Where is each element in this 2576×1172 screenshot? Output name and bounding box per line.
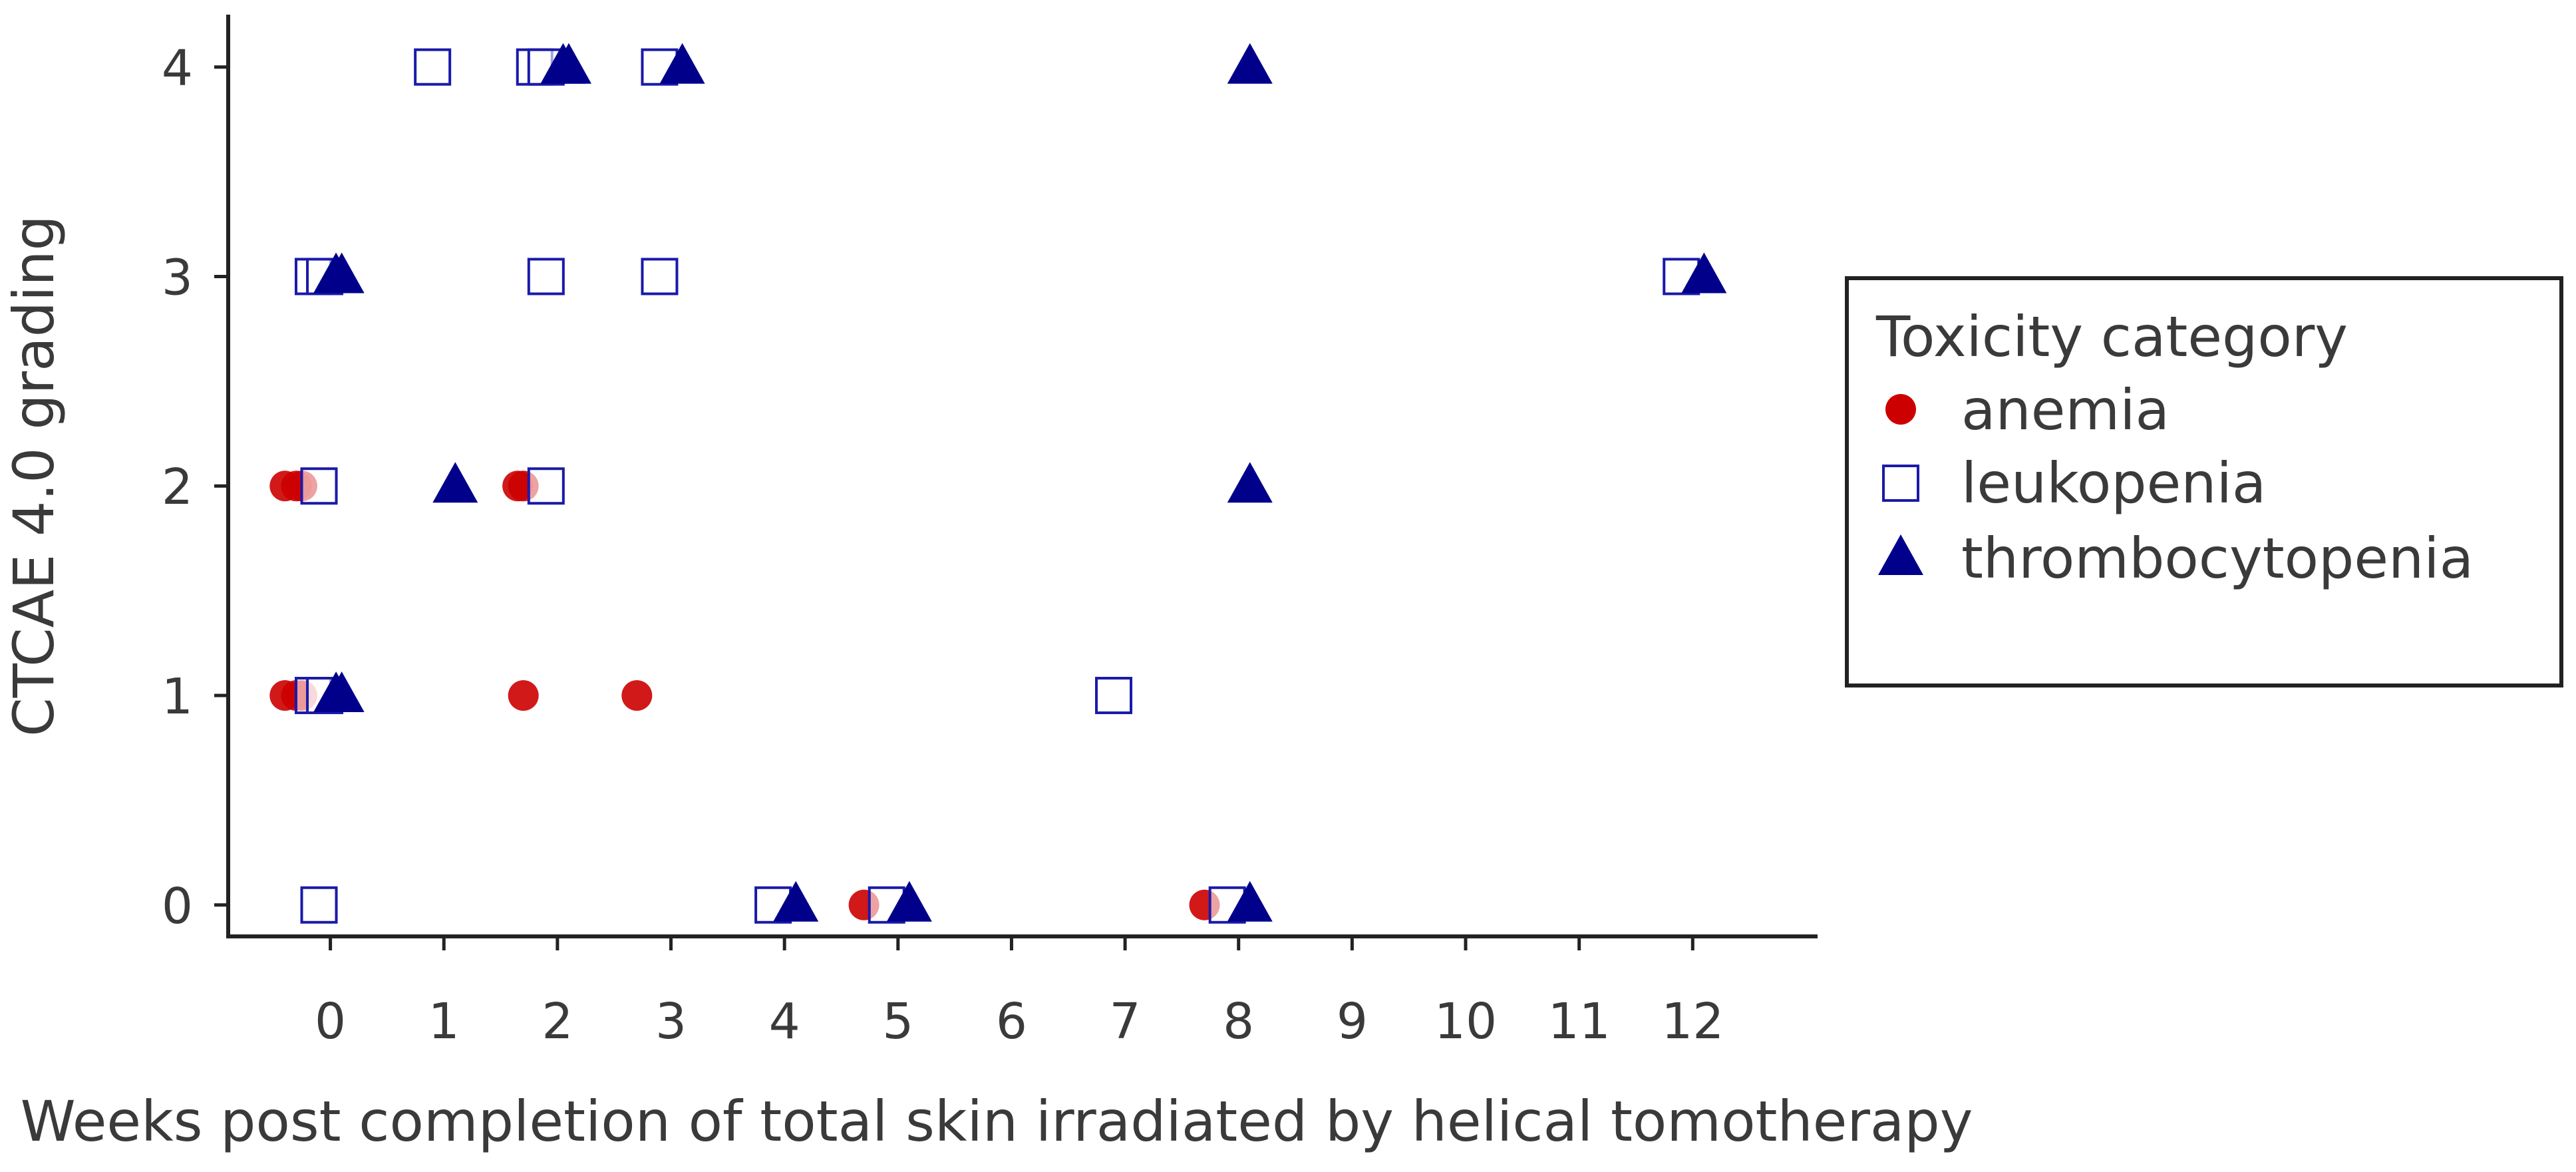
x-tick-label: 6 [996,993,1027,1050]
leukopenia-point [1095,677,1133,715]
legend-title: Toxicity category [1875,304,2348,369]
legend-leukopenia-marker [1882,465,1919,502]
anemia-point [508,680,539,711]
leukopenia-point [414,48,452,86]
leukopenia-point [300,467,338,505]
thrombocytopenia-point [659,43,705,84]
x-tick-label: 4 [769,993,800,1050]
legend-leukopenia-label: leukopenia [1961,451,2266,516]
x-tick-label: 2 [542,993,573,1050]
leukopenia-point [641,258,679,295]
leukopenia-point [527,467,565,505]
x-tick-label: 8 [1223,993,1254,1050]
x-tick-label: 9 [1337,993,1368,1050]
y-tick-label: 3 [162,249,193,306]
y-tick-label: 2 [162,459,193,516]
x-tick-label: 7 [1110,993,1141,1050]
legend-box [1845,276,2563,687]
anemia-point [621,680,653,711]
y-axis-label: CTCAE 4.0 grading [1,215,67,737]
x-tick-label: 3 [655,993,687,1050]
x-tick-label: 11 [1548,993,1611,1050]
y-tick-label: 4 [162,40,193,97]
x-tick-label: 0 [315,993,346,1050]
y-tick-label: 1 [162,668,193,725]
legend-thrombocytopenia-label: thrombocytopenia [1961,526,2474,591]
y-tick-label: 0 [162,878,193,935]
thrombocytopenia-point [319,252,365,293]
x-tick-label: 10 [1434,993,1497,1050]
leukopenia-point [527,258,565,295]
legend: Toxicity category anemia leukopenia thro… [1845,276,2563,687]
leukopenia-point [300,886,338,924]
thrombocytopenia-point [546,43,591,84]
legend-thrombocytopenia-marker [1878,534,1923,575]
thrombocytopenia-point [773,880,819,922]
thrombocytopenia-point [886,880,932,922]
thrombocytopenia-point [432,462,478,503]
y-axis-ticks: 0 1 2 3 4 [162,40,228,935]
legend-anemia-label: anemia [1961,377,2170,443]
thrombocytopenia-point [1227,462,1273,503]
data-points [269,43,1727,924]
x-axis-label: Weeks post completion of total skin irra… [21,1089,1973,1154]
x-axis-ticks: 0 1 2 3 4 5 6 7 8 9 10 11 12 [315,936,1724,1050]
x-tick-label: 12 [1661,993,1724,1050]
thrombocytopenia-point [319,672,365,713]
thrombocytopenia-point [1227,43,1273,84]
x-tick-label: 5 [882,993,913,1050]
thrombocytopenia-point [1227,880,1273,922]
x-tick-label: 1 [428,993,460,1050]
legend-anemia-marker [1885,394,1916,425]
thrombocytopenia-point [1681,252,1727,293]
